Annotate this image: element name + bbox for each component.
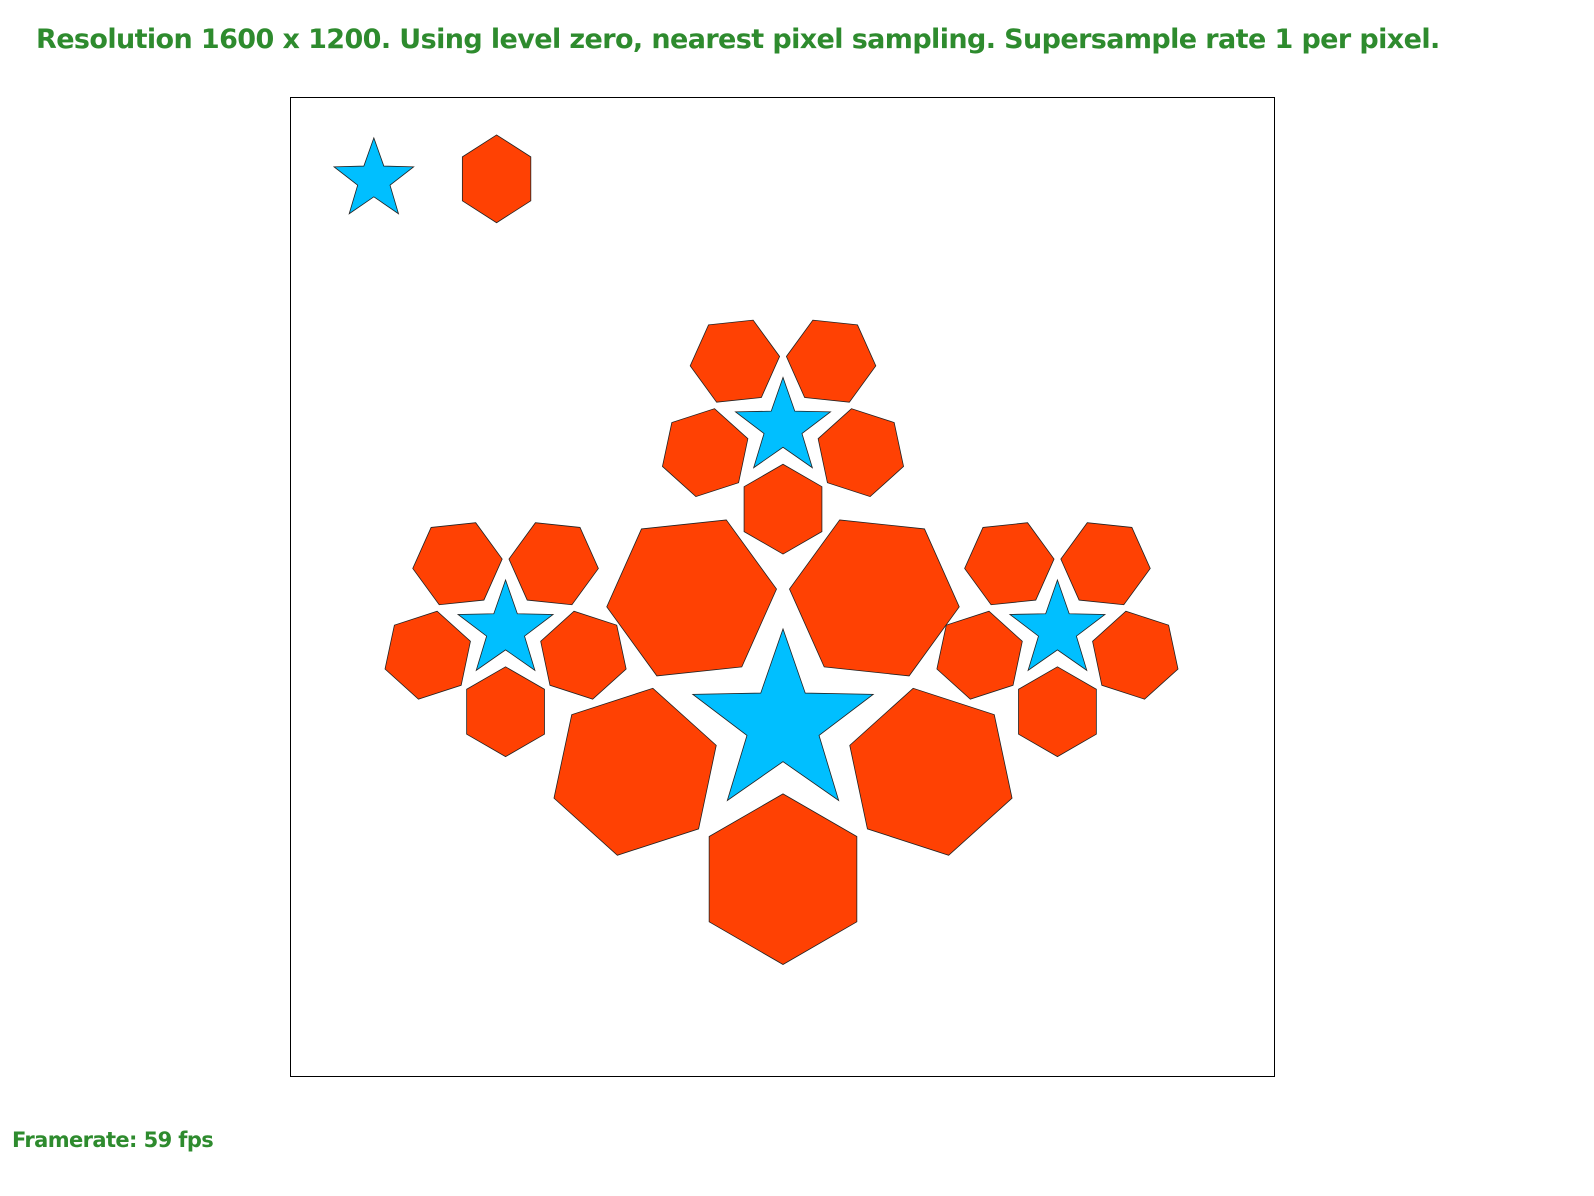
- hexagon-icon: [662, 408, 749, 498]
- hexagon-icon: [540, 610, 627, 700]
- hexagon-icon: [785, 319, 877, 403]
- star-icon: [691, 627, 875, 802]
- render-viewport[interactable]: [290, 97, 1275, 1077]
- star-icon: [456, 578, 555, 672]
- hexagon-icon: [1018, 666, 1097, 758]
- hexagon-icon: [412, 522, 503, 606]
- star-icon: [332, 136, 415, 215]
- hexagon-icon: [466, 666, 545, 758]
- hexagon-icon: [1092, 610, 1179, 700]
- hexagon-icon: [964, 522, 1055, 606]
- hexagon-icon: [461, 134, 532, 224]
- hexagon-icon: [817, 408, 904, 498]
- render-status-text: Resolution 1600 x 1200. Using level zero…: [36, 24, 1440, 55]
- hexagon-icon: [1060, 522, 1151, 606]
- hexagon-icon: [553, 687, 717, 856]
- hexagon-icon: [789, 519, 960, 677]
- hexagon-icon: [936, 610, 1023, 700]
- hexagon-icon: [384, 610, 471, 700]
- star-icon: [1008, 578, 1107, 672]
- hexagon-icon: [508, 522, 599, 606]
- hexagon-icon: [689, 319, 781, 403]
- framerate-text: Framerate: 59 fps: [12, 1128, 214, 1152]
- star-icon: [734, 376, 832, 469]
- hexagon-icon: [606, 519, 777, 677]
- hexagon-icon: [743, 463, 823, 555]
- scene-canvas: [332, 134, 1179, 965]
- hexagon-icon: [849, 687, 1013, 856]
- hexagon-icon: [708, 793, 858, 965]
